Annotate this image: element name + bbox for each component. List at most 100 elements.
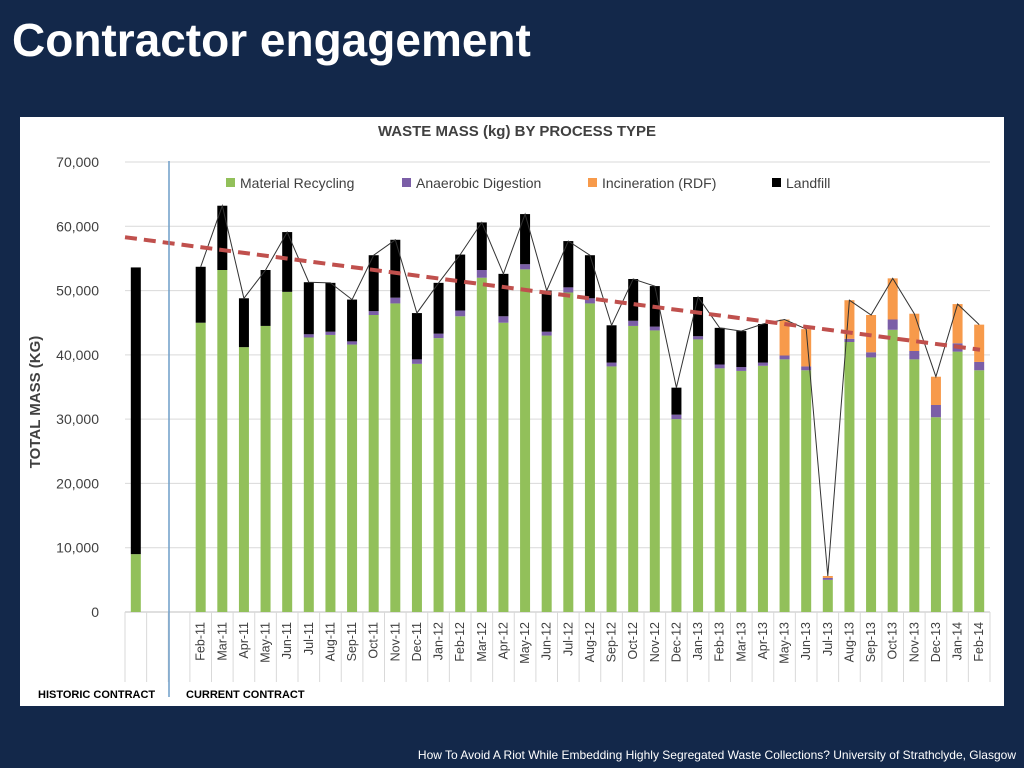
bar-segment — [238, 298, 249, 348]
bar-segment — [844, 338, 855, 342]
y-tick-label: 30,000 — [56, 411, 99, 427]
bar-segment — [476, 222, 487, 270]
bar-segment — [584, 303, 595, 612]
bar-segment — [909, 313, 920, 351]
bar-segment — [844, 342, 855, 612]
bar-segment — [455, 254, 466, 311]
bar-segment — [541, 335, 552, 612]
bar-segment — [887, 319, 898, 330]
bar-segment — [238, 347, 249, 612]
y-tick-label: 70,000 — [56, 154, 99, 170]
bar-segment — [822, 576, 833, 578]
bar-segment — [584, 298, 595, 304]
bar-segment — [822, 577, 833, 580]
bar-segment — [952, 351, 963, 612]
bar-segment — [930, 417, 941, 612]
footer-citation: How To Avoid A Riot While Embedding High… — [417, 748, 1016, 762]
bar-segment — [282, 291, 293, 612]
bar-segment — [736, 370, 747, 612]
bar-segment — [714, 368, 725, 612]
bar-segment — [563, 287, 574, 293]
bar-segment — [693, 336, 704, 340]
legend-label: Incineration (RDF) — [602, 175, 716, 191]
x-tick-label: Nov-12 — [648, 622, 662, 662]
bar-segment — [520, 264, 531, 270]
bars — [130, 205, 985, 612]
bar-segment — [347, 344, 358, 612]
x-tick-label: Apr-12 — [496, 622, 510, 660]
y-tick-label: 10,000 — [56, 540, 99, 556]
x-tick-label: Nov-13 — [907, 622, 921, 662]
bar-segment — [887, 329, 898, 612]
x-tick-label: Aug-12 — [583, 622, 597, 662]
y-tick-label: 0 — [91, 604, 99, 620]
bar-segment — [736, 367, 747, 371]
bar-segment — [974, 361, 985, 371]
bar-segment — [390, 297, 401, 304]
x-tick-label: Feb-12 — [453, 622, 467, 662]
bar-segment — [671, 419, 682, 612]
x-tick-label: Jun-13 — [799, 622, 813, 660]
bar-segment — [563, 292, 574, 612]
bar-segment — [930, 405, 941, 418]
current-contract-label: CURRENT CONTRACT — [186, 689, 305, 701]
y-tick-label: 50,000 — [56, 283, 99, 299]
bar-segment — [303, 282, 314, 335]
bar-segment — [866, 357, 877, 612]
bar-segment — [368, 315, 379, 612]
bar-segment — [411, 363, 422, 612]
bar-segment — [628, 320, 639, 326]
bar-segment — [779, 355, 790, 360]
bar-segment — [390, 239, 401, 298]
bar-segment — [476, 270, 487, 278]
x-axis-ticks: Feb-11 Mar-11 Apr-11 May-11 Jun-11 Jul-11 Aug-… — [124, 612, 991, 682]
bar-segment — [325, 331, 336, 335]
bar-segment — [822, 579, 833, 612]
x-tick-label: Oct-13 — [886, 622, 900, 660]
bar-segment — [260, 325, 271, 612]
bar-segment — [757, 324, 768, 363]
x-tick-label: Jul-13 — [821, 622, 835, 656]
bar-segment — [714, 327, 725, 365]
bar-segment — [779, 319, 790, 356]
slide-title: Contractor engagement — [12, 14, 531, 66]
x-tick-label: Feb-13 — [713, 622, 727, 662]
bar-segment — [649, 326, 660, 331]
bar-segment — [909, 359, 920, 612]
x-tick-label: Aug-13 — [842, 622, 856, 662]
legend-swatch — [588, 178, 597, 187]
bar-segment — [974, 324, 985, 362]
x-tick-label: Dec-13 — [929, 622, 943, 662]
x-tick-label: Jan-14 — [951, 622, 965, 660]
bar-segment — [498, 322, 509, 612]
bar-segment — [887, 278, 898, 320]
bar-segment — [282, 232, 293, 292]
bar-segment — [130, 267, 141, 555]
bar-segment — [757, 365, 768, 612]
bar-segment — [974, 370, 985, 612]
historic-contract-label: HISTORIC CONTRACT — [38, 689, 155, 701]
bar-segment — [693, 339, 704, 612]
y-axis-ticks: 0 10,000 20,000 30,000 40,000 50,000 60,000 70,… — [56, 154, 99, 620]
x-tick-label: Jan-13 — [691, 622, 705, 660]
bar-segment — [606, 325, 617, 363]
bar-segment — [541, 331, 552, 336]
x-tick-label: Nov-11 — [388, 622, 402, 661]
x-tick-label: Jun-12 — [540, 622, 554, 660]
x-tick-label: Oct-11 — [367, 622, 381, 659]
bar-segment — [433, 338, 444, 612]
bar-segment — [736, 331, 747, 368]
bar-segment — [260, 270, 271, 326]
bar-segment — [714, 364, 725, 369]
bar-segment — [433, 333, 444, 339]
bar-segment — [195, 322, 206, 612]
waste-mass-chart: WASTE MASS (kg) BY PROCESS TYPE 0 10,000 2… — [27, 123, 991, 701]
x-tick-label: Feb-11 — [194, 622, 208, 661]
legend-swatch — [772, 178, 781, 187]
bar-segment — [649, 330, 660, 612]
bar-segment — [520, 269, 531, 612]
bar-segment — [584, 255, 595, 299]
x-tick-label: Dec-12 — [669, 622, 683, 662]
bar-segment — [801, 370, 812, 612]
bar-segment — [130, 554, 141, 612]
